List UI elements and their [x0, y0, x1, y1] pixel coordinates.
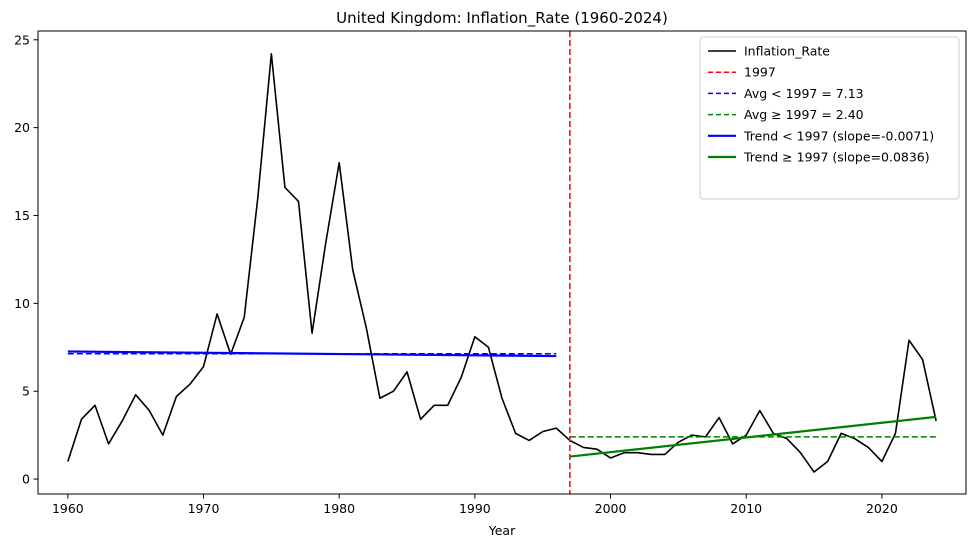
legend: Inflation_Rate 1997 Avg < 1997 = 7.13 Avg ≥…: [699, 36, 960, 200]
y-tick-label: 10: [14, 296, 30, 311]
legend-label-2: Avg < 1997 = 7.13: [744, 86, 864, 101]
chart-title: United Kingdom: Inflation_Rate (1960-202…: [336, 9, 668, 28]
legend-label-0: Inflation_Rate: [744, 44, 830, 59]
x-tick-label: 1960: [52, 501, 84, 516]
x-tick-label: 1990: [459, 501, 491, 516]
plot-area: [67, 31, 937, 494]
legend-label-4: Trend < 1997 (slope=-0.0071): [743, 128, 934, 143]
x-tick-label: 2020: [866, 501, 898, 516]
x-tick-label: 1970: [188, 501, 220, 516]
y-tick-label: 5: [22, 384, 30, 399]
x-tick-label: 1980: [323, 501, 355, 516]
legend-box: [699, 36, 960, 200]
legend-label-5: Trend ≥ 1997 (slope=0.0836): [743, 150, 930, 165]
axes: 1960 1970 1980 1990 2000 2010 2020 0 5 10 15 20 25: [14, 30, 967, 516]
x-axis-label: Year: [488, 523, 516, 538]
legend-label-1: 1997: [744, 65, 776, 80]
y-tick-label: 25: [14, 32, 30, 47]
x-tick-label: 2010: [730, 501, 762, 516]
y-tick-label: 15: [14, 208, 30, 223]
y-tick-label: 20: [14, 120, 30, 135]
axes-frame: [37, 30, 967, 495]
trend-line-before: [67, 350, 557, 358]
x-tick-label: 2000: [595, 501, 627, 516]
trend-line-after: [569, 415, 937, 458]
legend-label-3: Avg ≥ 1997 = 2.40: [744, 107, 864, 122]
series-line-inflation-rate: [67, 53, 937, 473]
plot-series-group: [67, 31, 937, 494]
y-tick-label: 0: [22, 472, 30, 487]
